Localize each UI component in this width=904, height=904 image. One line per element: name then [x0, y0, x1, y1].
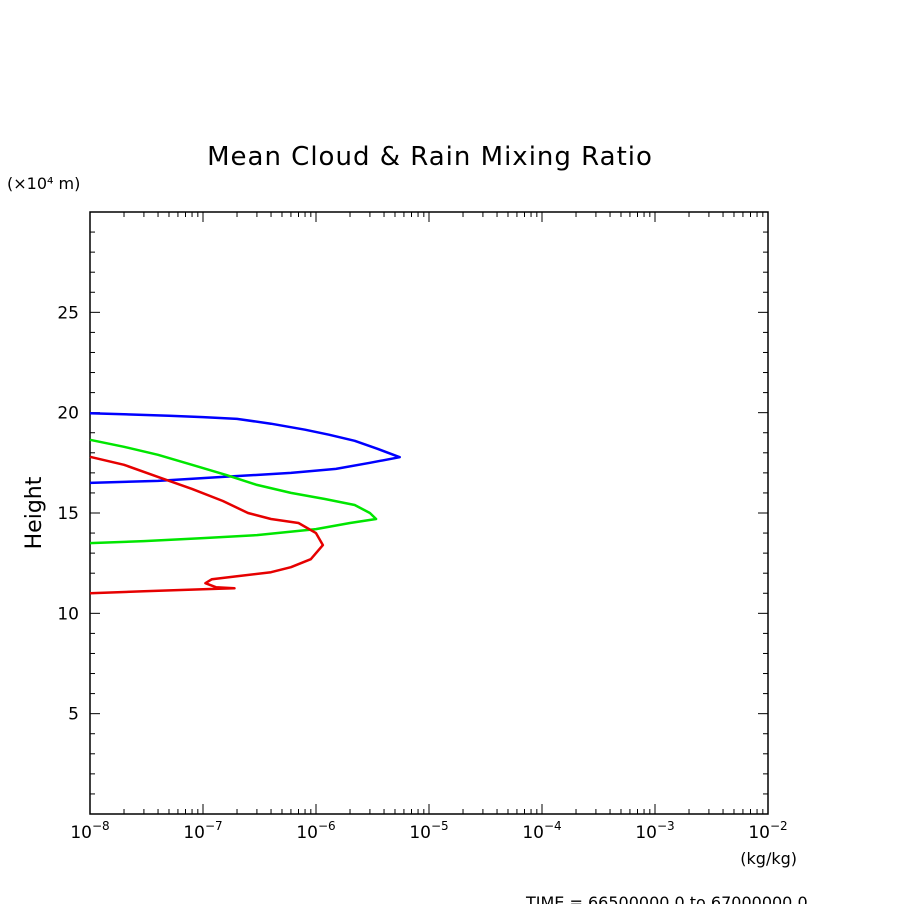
y-tick-label: 15: [57, 504, 79, 524]
x-tick-label: 10−3: [635, 819, 674, 843]
series-line-2: [89, 438, 378, 545]
series-line-3: [89, 455, 325, 595]
series-lines: [89, 412, 401, 595]
x-tick-label: 10−2: [748, 819, 787, 843]
x-tick-labels: 10−8 10−7 10−6 10−5 10−4 10−3 10−2: [70, 819, 787, 843]
axis-ticks: [90, 212, 768, 814]
y-tick-label: 5: [68, 705, 79, 725]
y-axis-label: Height: [22, 476, 47, 549]
y-tick-label: 25: [57, 303, 79, 323]
x-tick-label: 10−5: [409, 819, 448, 843]
y-tick-label: 20: [57, 404, 79, 424]
x-axis-unit: (kg/kg): [740, 849, 797, 868]
chart-title: Mean Cloud & Rain Mixing Ratio: [207, 142, 653, 172]
x-tick-label: 10−6: [296, 819, 335, 843]
plot-frame: [89, 211, 769, 815]
x-tick-label: 10−7: [183, 819, 222, 843]
x-tick-label: 10−4: [522, 819, 561, 843]
series-line-1: [89, 412, 401, 485]
y-axis-unit: (×10⁴ m): [7, 174, 80, 193]
y-tick-label: 10: [57, 604, 79, 624]
time-range-footer: TIME = 66500000.0 to 67000000.0: [525, 893, 808, 904]
y-tick-labels: 5 10 15 20 25: [57, 303, 79, 724]
x-tick-label: 10−8: [70, 819, 109, 843]
